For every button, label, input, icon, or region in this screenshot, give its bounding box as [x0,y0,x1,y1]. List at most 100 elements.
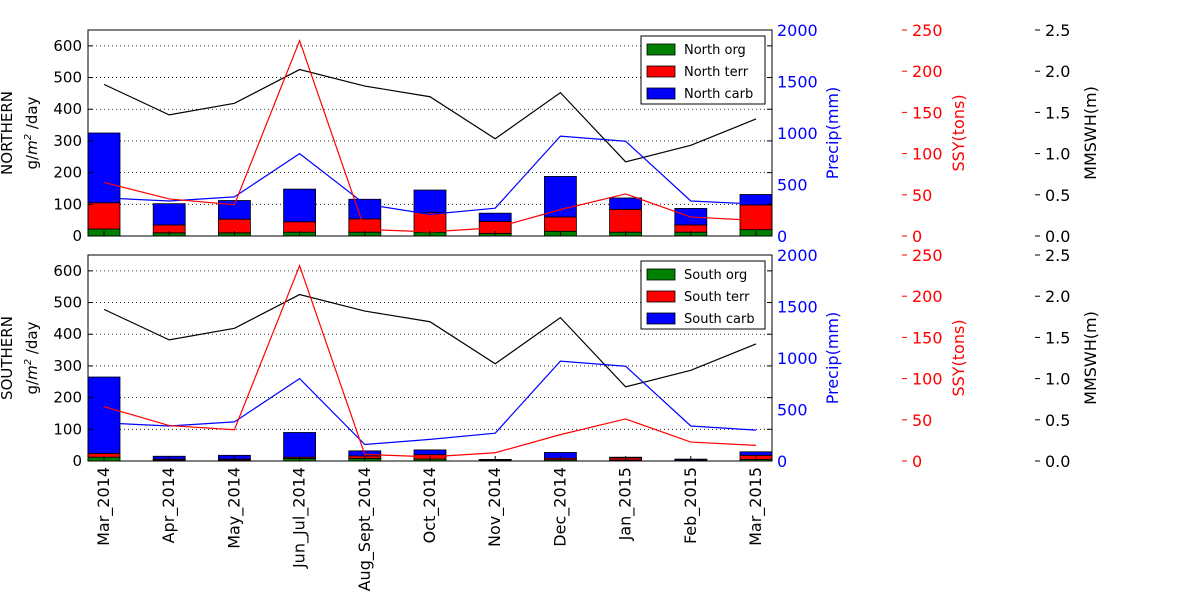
mmswh-tick-label: 2.5 [1045,21,1070,40]
mmswh-axis-title: MMSWH(m) [1081,86,1100,180]
ssy-axis-title: SSY(tons) [949,94,968,171]
y-tick-label: 100 [53,420,82,438]
ssy-tick-label: 100 [912,370,943,389]
ssy-tick-label: 0 [912,452,922,471]
bar-carb [283,432,317,458]
legend-label-org: North org [684,43,746,58]
precip-axis-title: Precip(mm) [823,87,842,180]
ssy-tick-label: 150 [912,103,943,122]
legend: South org South terr South carb [640,260,766,330]
x-tick-label: Mar_2014 [94,467,114,546]
mmswh-tick-label: 0.5 [1045,186,1070,205]
y-axis-title-region: SOUTHERN [0,316,16,400]
x-tick-label: Feb_2015 [681,467,701,544]
x-tick-label: May_2014 [224,467,244,549]
bar-carb [413,189,447,213]
bar-carb [348,198,382,220]
ssy-tick-label: 50 [912,411,932,430]
legend: North org North terr North carb [640,35,766,105]
mmswh-tick-label: 1.0 [1045,145,1070,164]
bar-terr [283,221,317,233]
y-tick-label: 200 [53,389,82,407]
bar-carb [87,376,121,454]
ssy-tick-label: 150 [912,328,943,347]
y-tick-label: 300 [53,132,82,150]
precip-tick-label: 2000 [777,21,818,40]
mmswh-tick-label: 2.0 [1045,62,1070,81]
legend-label-carb: North carb [684,87,753,102]
bar-terr [609,208,642,233]
x-tick-label: Nov_2014 [485,467,505,547]
precip-axis-title: Precip(mm) [823,312,842,405]
precip-tick-label: 1000 [777,349,818,368]
bar-carb [283,188,317,223]
mmswh-tick-label: 1.5 [1045,103,1070,122]
y-axis-title-units: g/m2 /day [23,321,41,394]
ssy-tick-label: 200 [912,62,943,81]
units-exponent: 2 [23,359,34,365]
mmswh-tick-label: 0.5 [1045,411,1070,430]
ssy-tick-label: 0 [912,227,922,246]
legend-swatch-org [646,268,676,281]
x-tick-label: Oct_2014 [420,467,440,543]
mmswh-tick-label: 0.0 [1045,227,1070,246]
mmswh-axis-title: MMSWH(m) [1081,311,1100,405]
x-tick-label: Jun_Jul_2014 [290,467,310,569]
units-m: m [23,140,41,155]
bar-terr [413,212,447,233]
units-m: m [23,365,41,380]
precip-tick-label: 1000 [777,124,818,143]
y-axis-title-units: g/m2 /day [23,96,41,169]
legend-swatch-carb [646,87,676,100]
x-tick-label: Aug_Sept_2014 [355,467,375,591]
legend-label-terr: North terr [684,65,749,80]
units-per-day: /day [23,96,41,134]
ssy-tick-label: 250 [912,21,943,40]
y-tick-label: 600 [53,262,82,280]
ssy-tick-label: 250 [912,246,943,265]
legend-swatch-terr [646,290,676,303]
ssy-tick-label: 50 [912,186,932,205]
x-tick-label: Dec_2014 [550,467,570,547]
y-tick-label: 500 [53,69,82,87]
ssy-axis-title: SSY(tons) [949,319,968,396]
x-tick-label: Apr_2014 [159,467,179,543]
y-tick-label: 0 [72,227,82,245]
y-tick-label: 500 [53,294,82,312]
y-tick-label: 300 [53,357,82,375]
legend-label-org: South org [684,268,747,283]
mmswh-line [103,293,757,388]
legend-swatch-org [646,43,676,56]
precip-tick-label: 500 [777,401,808,420]
units-g: g/ [23,379,41,395]
bar-carb [152,203,186,226]
mmswh-tick-label: 0.0 [1045,452,1070,471]
units-exponent: 2 [23,134,34,140]
precip-line [103,135,757,215]
x-tick-label: Mar_2015 [746,467,766,546]
ssy-tick-label: 100 [912,145,943,164]
y-tick-label: 200 [53,164,82,182]
ssy-tick-label: 200 [912,287,943,306]
precip-tick-label: 0 [777,452,787,471]
legend-label-terr: South terr [684,290,750,305]
y-axis-title-region: NORTHERN [0,91,16,175]
bar-carb [87,132,121,204]
y-tick-label: 100 [53,195,82,213]
mmswh-tick-label: 2.5 [1045,246,1070,265]
legend-swatch-terr [646,65,676,78]
precip-tick-label: 2000 [777,246,818,265]
units-g: g/ [23,154,41,170]
legend-label-carb: South carb [684,312,755,327]
mmswh-tick-label: 1.5 [1045,328,1070,347]
y-tick-label: 400 [53,100,82,118]
precip-tick-label: 1500 [777,298,818,317]
bar-terr [544,216,577,232]
mmswh-line [103,68,757,163]
y-tick-label: 0 [72,452,82,470]
x-tick-label: Jan_2015 [616,467,636,541]
precip-tick-label: 500 [777,176,808,195]
